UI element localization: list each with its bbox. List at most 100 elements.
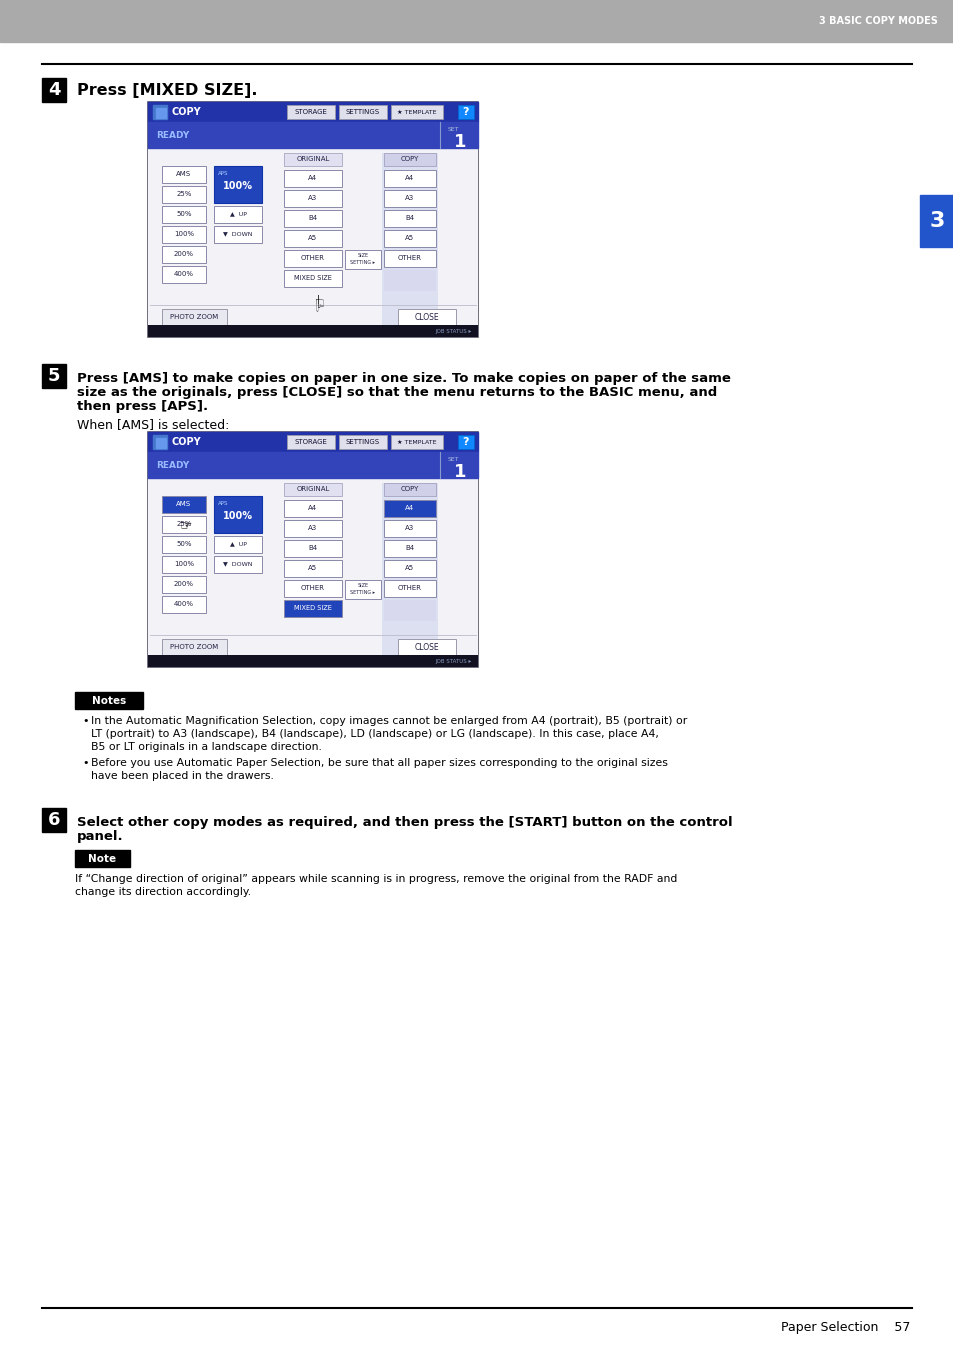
Text: Notes: Notes — [91, 696, 126, 705]
Text: A4: A4 — [308, 505, 317, 511]
Bar — [152, 105, 167, 119]
Text: Before you use Automatic Paper Selection, be sure that all paper sizes correspon: Before you use Automatic Paper Selection… — [91, 758, 667, 767]
Bar — [284, 500, 341, 517]
Bar — [148, 101, 477, 336]
Text: ▼  DOWN: ▼ DOWN — [223, 231, 253, 236]
Text: CLOSE: CLOSE — [415, 643, 438, 651]
Bar — [284, 484, 341, 496]
Text: then press [APS].: then press [APS]. — [77, 400, 208, 413]
Text: A3: A3 — [308, 195, 317, 201]
Text: A3: A3 — [405, 195, 415, 201]
Bar — [284, 580, 341, 597]
Bar — [42, 78, 66, 101]
Bar — [148, 432, 477, 667]
Text: A5: A5 — [308, 235, 317, 240]
Text: JOB STATUS ▸: JOB STATUS ▸ — [436, 658, 472, 663]
Text: 200%: 200% — [173, 581, 193, 586]
Bar — [213, 557, 262, 573]
Text: JOB STATUS ▸: JOB STATUS ▸ — [436, 328, 472, 334]
Text: 3 BASIC COPY MODES: 3 BASIC COPY MODES — [819, 16, 937, 26]
Bar — [919, 195, 953, 247]
Text: •: • — [82, 758, 89, 767]
Bar — [148, 149, 477, 336]
Bar — [384, 230, 436, 247]
Bar — [148, 101, 477, 122]
Text: 100%: 100% — [223, 511, 253, 521]
Bar — [213, 226, 262, 243]
Bar — [384, 209, 436, 227]
Text: have been placed in the drawers.: have been placed in the drawers. — [91, 771, 274, 781]
Text: 50%: 50% — [176, 540, 192, 547]
Bar — [162, 266, 206, 282]
Bar — [384, 484, 436, 496]
Text: ?: ? — [462, 107, 469, 118]
Bar — [162, 596, 206, 613]
Text: 1: 1 — [454, 132, 466, 151]
Text: SET: SET — [448, 457, 459, 462]
Text: change its direction accordingly.: change its direction accordingly. — [75, 888, 251, 897]
Text: A4: A4 — [308, 176, 317, 181]
Bar — [384, 540, 436, 557]
Bar — [284, 520, 341, 536]
Text: SET: SET — [448, 127, 459, 132]
Text: AMS: AMS — [176, 501, 192, 507]
Text: ▲  UP: ▲ UP — [230, 212, 246, 216]
Bar — [42, 808, 66, 832]
Bar — [284, 190, 341, 207]
Text: 5: 5 — [48, 367, 60, 385]
Bar — [162, 496, 206, 513]
Text: LT (portrait) to A3 (landscape), B4 (landscape), LD (landscape) or LG (landscape: LT (portrait) to A3 (landscape), B4 (lan… — [91, 730, 659, 739]
Text: Paper Selection    57: Paper Selection 57 — [780, 1321, 909, 1335]
Bar — [381, 484, 437, 662]
Text: MIXED SIZE: MIXED SIZE — [294, 276, 332, 281]
Text: 25%: 25% — [176, 521, 192, 527]
Bar — [284, 230, 341, 247]
Bar — [284, 209, 341, 227]
Bar — [162, 557, 206, 573]
Text: A3: A3 — [308, 526, 317, 531]
Text: SIZE
SETTING ▸: SIZE SETTING ▸ — [350, 584, 375, 594]
Text: MIXED SIZE: MIXED SIZE — [294, 605, 332, 611]
Text: B4: B4 — [405, 544, 415, 551]
Bar — [75, 850, 130, 867]
Bar — [213, 536, 262, 553]
Bar — [148, 326, 477, 336]
Bar — [152, 435, 167, 449]
Bar — [284, 540, 341, 557]
Text: OTHER: OTHER — [301, 255, 325, 261]
Bar — [384, 561, 436, 577]
Text: When [AMS] is selected:: When [AMS] is selected: — [77, 417, 229, 431]
Text: ?: ? — [462, 436, 469, 447]
Text: ORIGINAL: ORIGINAL — [296, 155, 330, 162]
Text: 100%: 100% — [223, 181, 253, 190]
Bar — [457, 105, 474, 119]
Text: PHOTO ZOOM: PHOTO ZOOM — [170, 644, 218, 650]
Bar — [384, 270, 436, 290]
Text: A4: A4 — [405, 505, 415, 511]
Text: SETTINGS: SETTINGS — [345, 439, 379, 444]
Text: B4: B4 — [308, 544, 317, 551]
Text: AMS: AMS — [176, 172, 192, 177]
Text: COPY: COPY — [400, 486, 418, 492]
Text: READY: READY — [156, 461, 189, 470]
Bar — [457, 435, 474, 449]
Text: A5: A5 — [405, 235, 415, 240]
Text: If “Change direction of original” appears while scanning is in progress, remove : If “Change direction of original” appear… — [75, 874, 677, 884]
Text: COPY: COPY — [172, 107, 201, 118]
Text: 6: 6 — [48, 811, 60, 830]
Bar — [397, 639, 456, 655]
Bar — [0, 0, 953, 42]
Bar — [397, 309, 456, 326]
Text: |: | — [316, 295, 319, 304]
Bar — [284, 600, 341, 617]
Bar — [384, 190, 436, 207]
Bar — [156, 438, 166, 449]
Text: ☞: ☞ — [179, 517, 193, 532]
Text: Select other copy modes as required, and then press the [START] button on the co: Select other copy modes as required, and… — [77, 816, 732, 830]
Bar — [284, 561, 341, 577]
Bar — [162, 226, 206, 243]
Bar — [384, 250, 436, 267]
Bar — [384, 153, 436, 166]
Text: 1: 1 — [454, 463, 466, 481]
Text: APS: APS — [218, 172, 229, 176]
